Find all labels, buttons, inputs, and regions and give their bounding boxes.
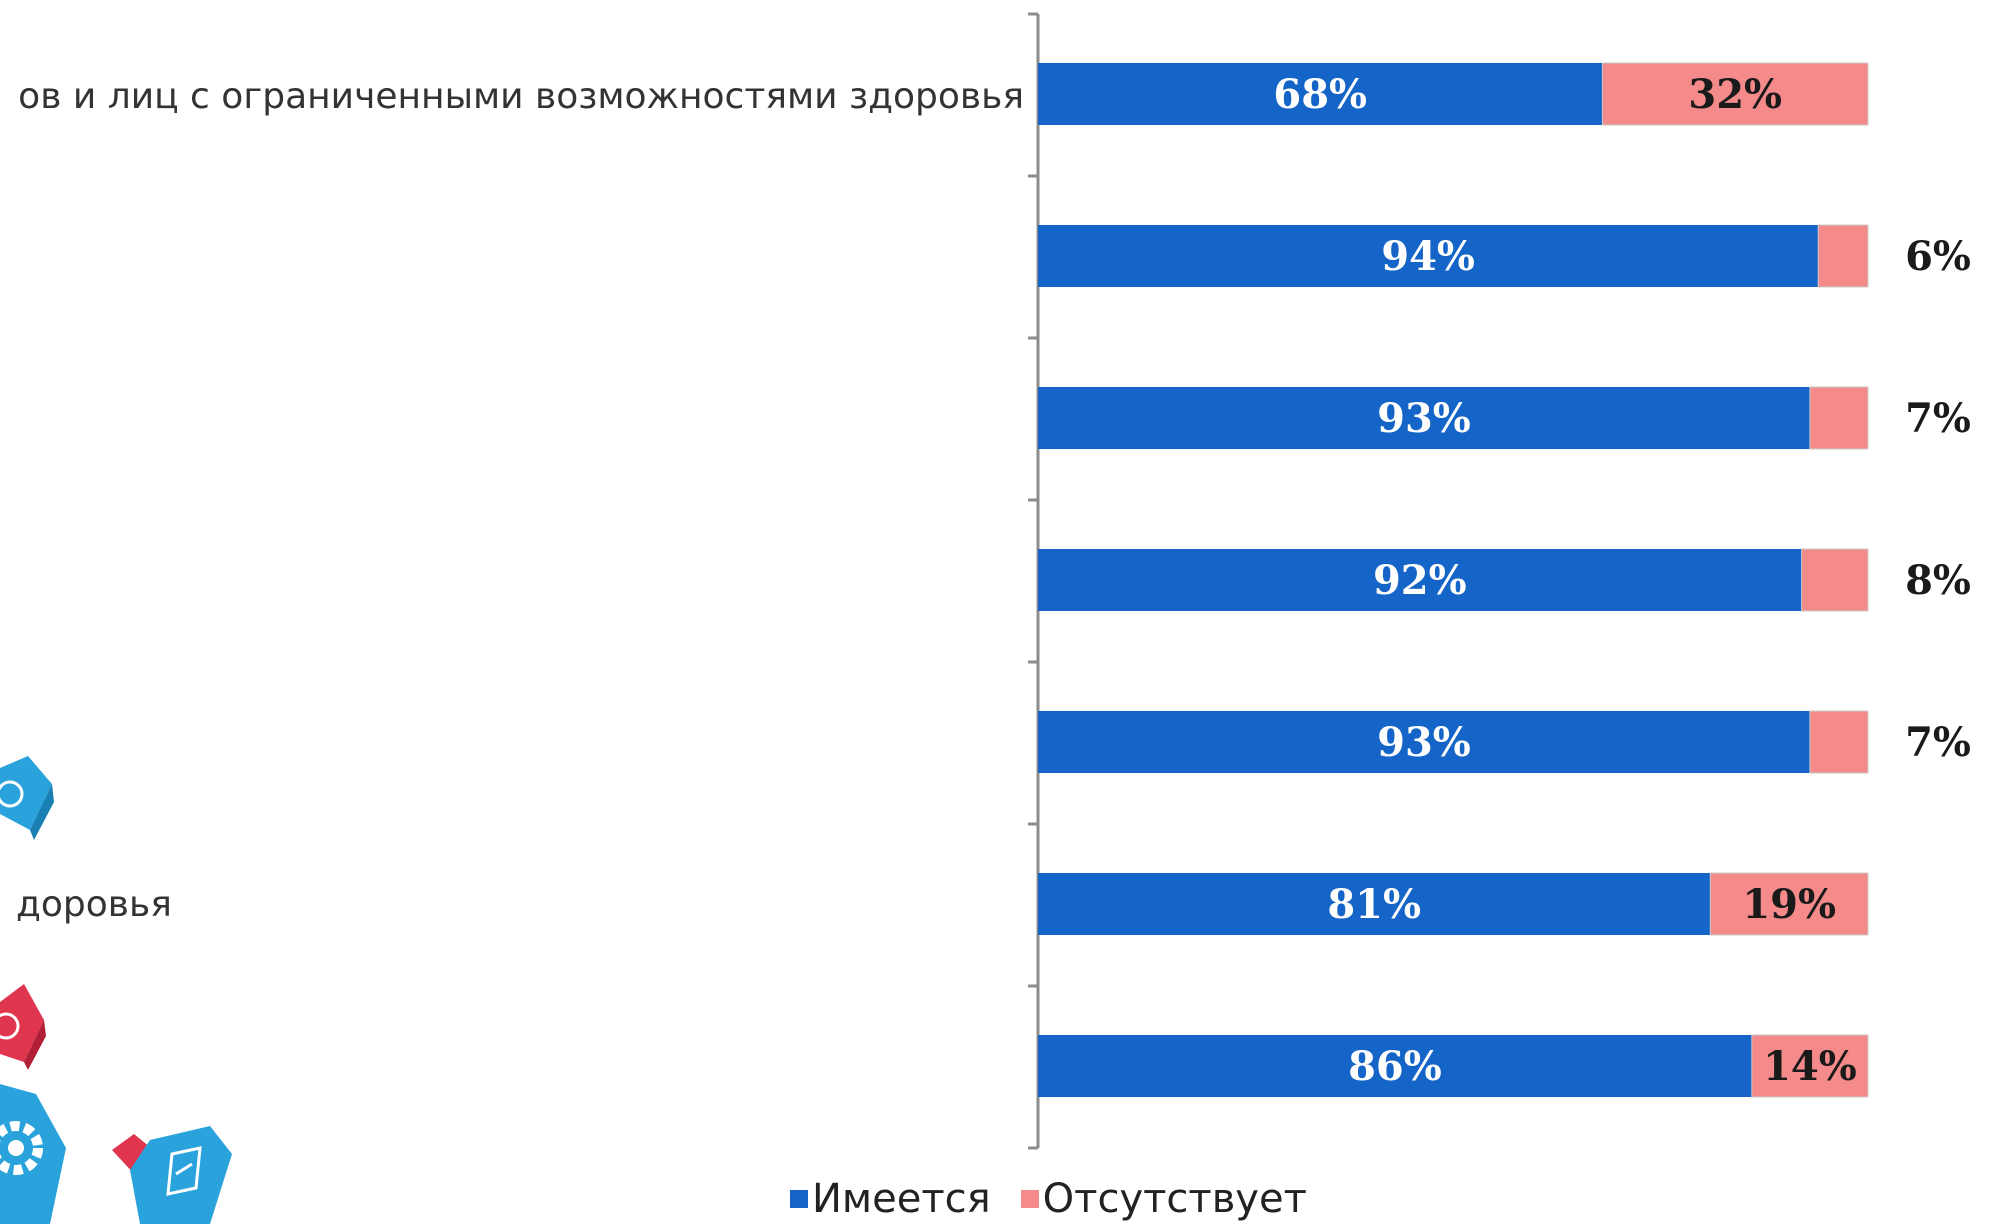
bar-present <box>1038 1035 1752 1097</box>
bar-absent <box>1801 548 1869 612</box>
data-label-absent: 19% <box>1742 881 1836 928</box>
data-label-absent: 14% <box>1763 1043 1857 1090</box>
data-label-present: 86% <box>1348 1043 1442 1090</box>
data-label-present: 94% <box>1381 233 1475 280</box>
data-label-absent: 7% <box>1905 719 1971 766</box>
data-label-absent: 6% <box>1905 233 1971 280</box>
bar-present <box>1038 387 1810 449</box>
legend-item-present: Имеется <box>790 1176 991 1222</box>
legend: Имеется Отсутствует <box>790 1176 1337 1222</box>
blue-cube-icon <box>0 756 54 840</box>
bar-absent <box>1809 710 1869 774</box>
data-label-present: 92% <box>1373 557 1467 604</box>
data-label-absent: 7% <box>1905 395 1971 442</box>
small-red-cube-icon <box>112 1134 156 1176</box>
category-label-6: доровья <box>16 884 172 925</box>
legend-label-present: Имеется <box>812 1176 991 1222</box>
gear-cube-icon <box>0 1084 66 1224</box>
bar-absent <box>1601 62 1869 126</box>
bar-absent <box>1709 872 1869 936</box>
bar-absent <box>1751 1034 1869 1098</box>
legend-item-absent: Отсутствует <box>1020 1176 1307 1222</box>
legend-label-absent: Отсутствует <box>1042 1176 1307 1222</box>
data-label-present: 68% <box>1273 71 1367 118</box>
bar-present <box>1038 549 1802 611</box>
bar-present <box>1038 63 1603 125</box>
data-label-present: 81% <box>1327 881 1421 928</box>
data-label-absent: 8% <box>1905 557 1971 604</box>
legend-swatch-present <box>790 1190 808 1208</box>
data-label-present: 93% <box>1377 719 1471 766</box>
bar-present <box>1038 873 1711 935</box>
red-cube-icon <box>0 984 46 1070</box>
decor-cubes-icon <box>0 756 232 1224</box>
bar-absent <box>1817 224 1869 288</box>
bar-absent <box>1809 386 1869 450</box>
category-label-1: ов и лиц с ограниченными возможностями з… <box>18 76 1024 117</box>
bar-present <box>1038 225 1819 287</box>
data-label-absent: 32% <box>1688 71 1782 118</box>
data-label-present: 93% <box>1377 395 1471 442</box>
bar-present <box>1038 711 1810 773</box>
legend-swatch-absent <box>1020 1190 1039 1208</box>
document-cube-icon <box>130 1126 232 1224</box>
